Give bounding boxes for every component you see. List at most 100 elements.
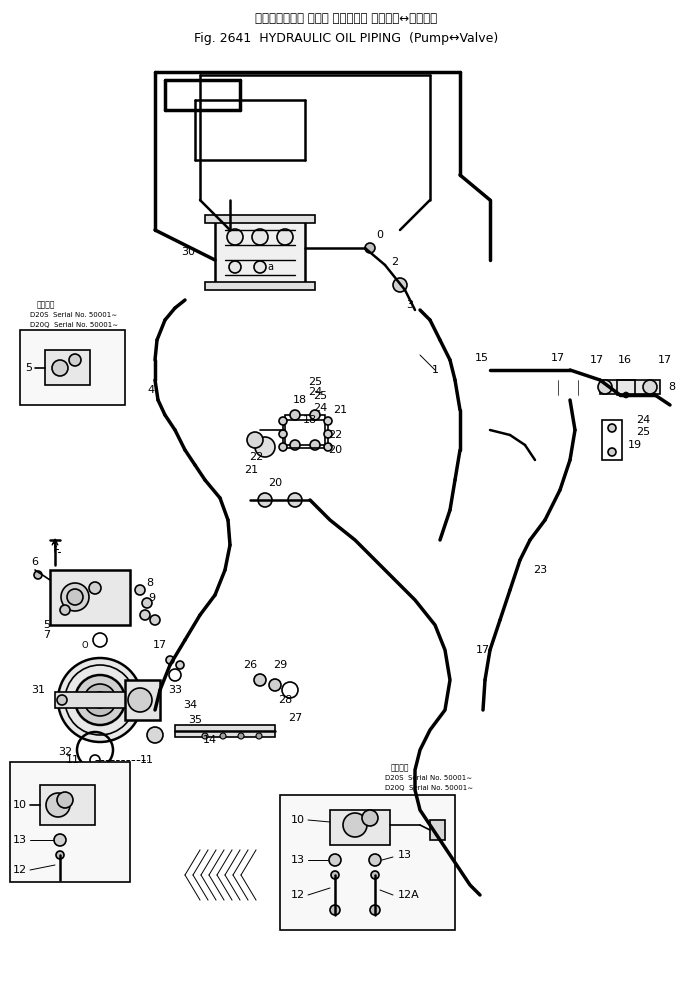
- Bar: [430, 820, 445, 840]
- Circle shape: [135, 585, 145, 595]
- Circle shape: [256, 733, 262, 739]
- Text: 4: 4: [148, 385, 155, 395]
- Text: 22: 22: [328, 430, 342, 440]
- Text: 適用号笹: 適用号笹: [37, 301, 55, 310]
- Circle shape: [310, 440, 320, 450]
- Text: 14: 14: [203, 735, 217, 745]
- Circle shape: [227, 229, 243, 245]
- Text: 17: 17: [658, 355, 672, 365]
- Text: 8: 8: [668, 382, 675, 392]
- Circle shape: [58, 658, 142, 742]
- Circle shape: [279, 417, 287, 425]
- Text: 27: 27: [288, 713, 302, 723]
- Circle shape: [643, 380, 657, 394]
- Circle shape: [290, 440, 300, 450]
- Text: 28: 28: [278, 695, 292, 705]
- Text: 24: 24: [636, 415, 650, 425]
- Bar: [20, 330, 125, 405]
- Circle shape: [54, 834, 66, 846]
- Circle shape: [60, 605, 70, 615]
- Text: 2: 2: [392, 257, 399, 267]
- Circle shape: [220, 733, 226, 739]
- Bar: [50, 570, 130, 625]
- Circle shape: [254, 674, 266, 686]
- Circle shape: [75, 675, 125, 725]
- Bar: [330, 810, 390, 845]
- Text: 適用号笹: 適用号笹: [391, 764, 409, 773]
- Text: D20Q  Serial No. 50001∼: D20Q Serial No. 50001∼: [30, 322, 118, 328]
- Text: 29: 29: [273, 660, 287, 670]
- Text: 24: 24: [313, 403, 327, 413]
- Text: 20: 20: [268, 478, 282, 488]
- Circle shape: [202, 733, 208, 739]
- Text: 8: 8: [147, 578, 154, 588]
- Text: 24: 24: [308, 387, 322, 397]
- Text: 31: 31: [31, 685, 45, 695]
- Text: a: a: [267, 262, 273, 272]
- Text: 10: 10: [13, 800, 27, 810]
- Text: 11: 11: [140, 755, 154, 765]
- Circle shape: [393, 278, 407, 292]
- Text: 5: 5: [25, 363, 32, 373]
- Circle shape: [92, 692, 108, 708]
- Bar: [205, 215, 315, 223]
- Circle shape: [269, 679, 281, 691]
- Circle shape: [288, 493, 302, 507]
- Text: 0: 0: [376, 230, 383, 240]
- Bar: [205, 282, 315, 290]
- Text: 21: 21: [333, 405, 347, 415]
- Bar: [602, 420, 622, 460]
- Circle shape: [331, 871, 339, 879]
- Text: 19: 19: [628, 440, 642, 450]
- Text: 13: 13: [291, 855, 305, 865]
- Circle shape: [608, 448, 616, 456]
- Circle shape: [84, 684, 116, 716]
- Bar: [125, 680, 160, 720]
- Circle shape: [324, 430, 332, 438]
- Circle shape: [46, 793, 70, 817]
- Text: D20S  Serial No. 50001∼: D20S Serial No. 50001∼: [385, 775, 472, 781]
- Text: 17: 17: [476, 645, 490, 655]
- Text: 17: 17: [590, 355, 604, 365]
- Circle shape: [310, 410, 320, 420]
- Bar: [215, 220, 305, 285]
- Circle shape: [623, 392, 629, 398]
- Circle shape: [57, 695, 67, 705]
- Circle shape: [254, 261, 266, 273]
- Text: 1: 1: [432, 365, 439, 375]
- Text: 12: 12: [13, 865, 27, 875]
- Circle shape: [255, 437, 275, 457]
- Circle shape: [133, 695, 143, 705]
- Circle shape: [142, 598, 152, 608]
- Text: 33: 33: [168, 685, 182, 695]
- Text: 6: 6: [32, 557, 39, 567]
- Text: 17: 17: [153, 640, 167, 650]
- Text: 32: 32: [58, 747, 72, 757]
- Text: 34: 34: [183, 700, 197, 710]
- Text: 7: 7: [44, 630, 51, 640]
- Text: 13: 13: [398, 850, 412, 860]
- Bar: [55, 692, 145, 708]
- Circle shape: [238, 733, 244, 739]
- Circle shape: [598, 380, 612, 394]
- Text: 17: 17: [551, 353, 565, 363]
- Text: 18: 18: [303, 415, 317, 425]
- Circle shape: [371, 871, 379, 879]
- Circle shape: [166, 656, 174, 664]
- Text: D20S  Serial No. 50001∼: D20S Serial No. 50001∼: [30, 312, 117, 318]
- Text: 25: 25: [636, 427, 650, 437]
- Text: 15: 15: [475, 353, 489, 363]
- Circle shape: [330, 905, 340, 915]
- Text: 25: 25: [313, 391, 327, 401]
- Bar: [285, 415, 325, 445]
- Text: 21: 21: [244, 465, 258, 475]
- Circle shape: [229, 261, 241, 273]
- Text: 20: 20: [328, 445, 342, 455]
- Bar: [10, 762, 130, 882]
- Text: 12A: 12A: [398, 890, 420, 900]
- Circle shape: [247, 432, 263, 448]
- Circle shape: [176, 661, 184, 669]
- Circle shape: [69, 354, 81, 366]
- Circle shape: [89, 582, 101, 594]
- Circle shape: [67, 589, 83, 605]
